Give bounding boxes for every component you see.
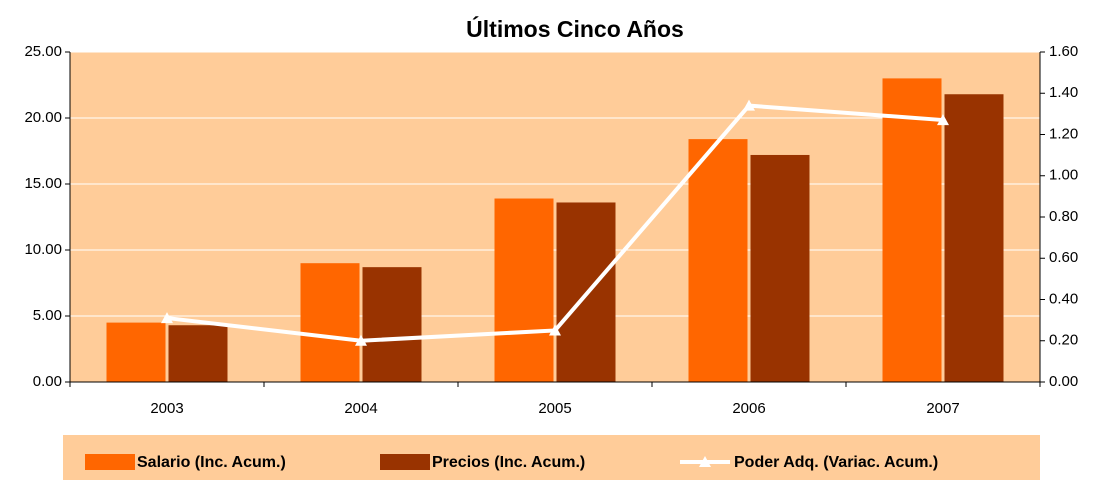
line-marker: [549, 324, 561, 336]
y2-tick-label: 0.20: [1049, 332, 1078, 349]
y-tick-label: 15.00: [24, 175, 62, 192]
bar: [106, 322, 166, 382]
line-marker: [355, 334, 367, 346]
legend-label: Salario (Inc. Acum.): [137, 454, 286, 471]
x-tick-label: 2004: [344, 400, 377, 417]
y-tick-label: 20.00: [24, 109, 62, 126]
legend-swatch: [699, 456, 711, 467]
x-tick-label: 2007: [926, 400, 959, 417]
y2-tick-label: 0.80: [1049, 208, 1078, 225]
y2-tick-label: 0.60: [1049, 249, 1078, 266]
y2-tick-label: 0.00: [1049, 373, 1078, 390]
line-marker: [937, 114, 949, 126]
bar: [688, 139, 748, 382]
y-tick-label: 10.00: [24, 241, 62, 258]
bar: [750, 154, 810, 382]
x-tick-label: 2005: [538, 400, 571, 417]
y2-tick-label: 1.40: [1049, 84, 1078, 101]
legend-label: Precios (Inc. Acum.): [432, 454, 585, 471]
bar: [168, 325, 228, 382]
y-tick-label: 5.00: [33, 307, 62, 324]
y2-tick-label: 0.40: [1049, 290, 1078, 307]
bar: [882, 78, 942, 383]
bar: [944, 94, 1004, 383]
bar: [300, 263, 360, 382]
y2-tick-label: 1.00: [1049, 167, 1078, 184]
y2-tick-label: 1.60: [1049, 43, 1078, 60]
line-marker: [161, 312, 173, 324]
bar: [494, 198, 554, 382]
legend-label: Poder Adq. (Variac. Acum.): [734, 454, 938, 471]
legend-swatch: [85, 454, 135, 470]
legend: [63, 435, 1040, 480]
line-marker: [743, 99, 755, 111]
legend-swatch: [380, 454, 430, 470]
chart-title: Últimos Cinco Años: [466, 15, 684, 42]
y-tick-label: 0.00: [33, 373, 62, 390]
x-tick-label: 2006: [732, 400, 765, 417]
bar: [362, 267, 422, 382]
y-tick-label: 25.00: [24, 43, 62, 60]
y2-tick-label: 1.20: [1049, 125, 1078, 142]
x-tick-label: 2003: [150, 400, 183, 417]
